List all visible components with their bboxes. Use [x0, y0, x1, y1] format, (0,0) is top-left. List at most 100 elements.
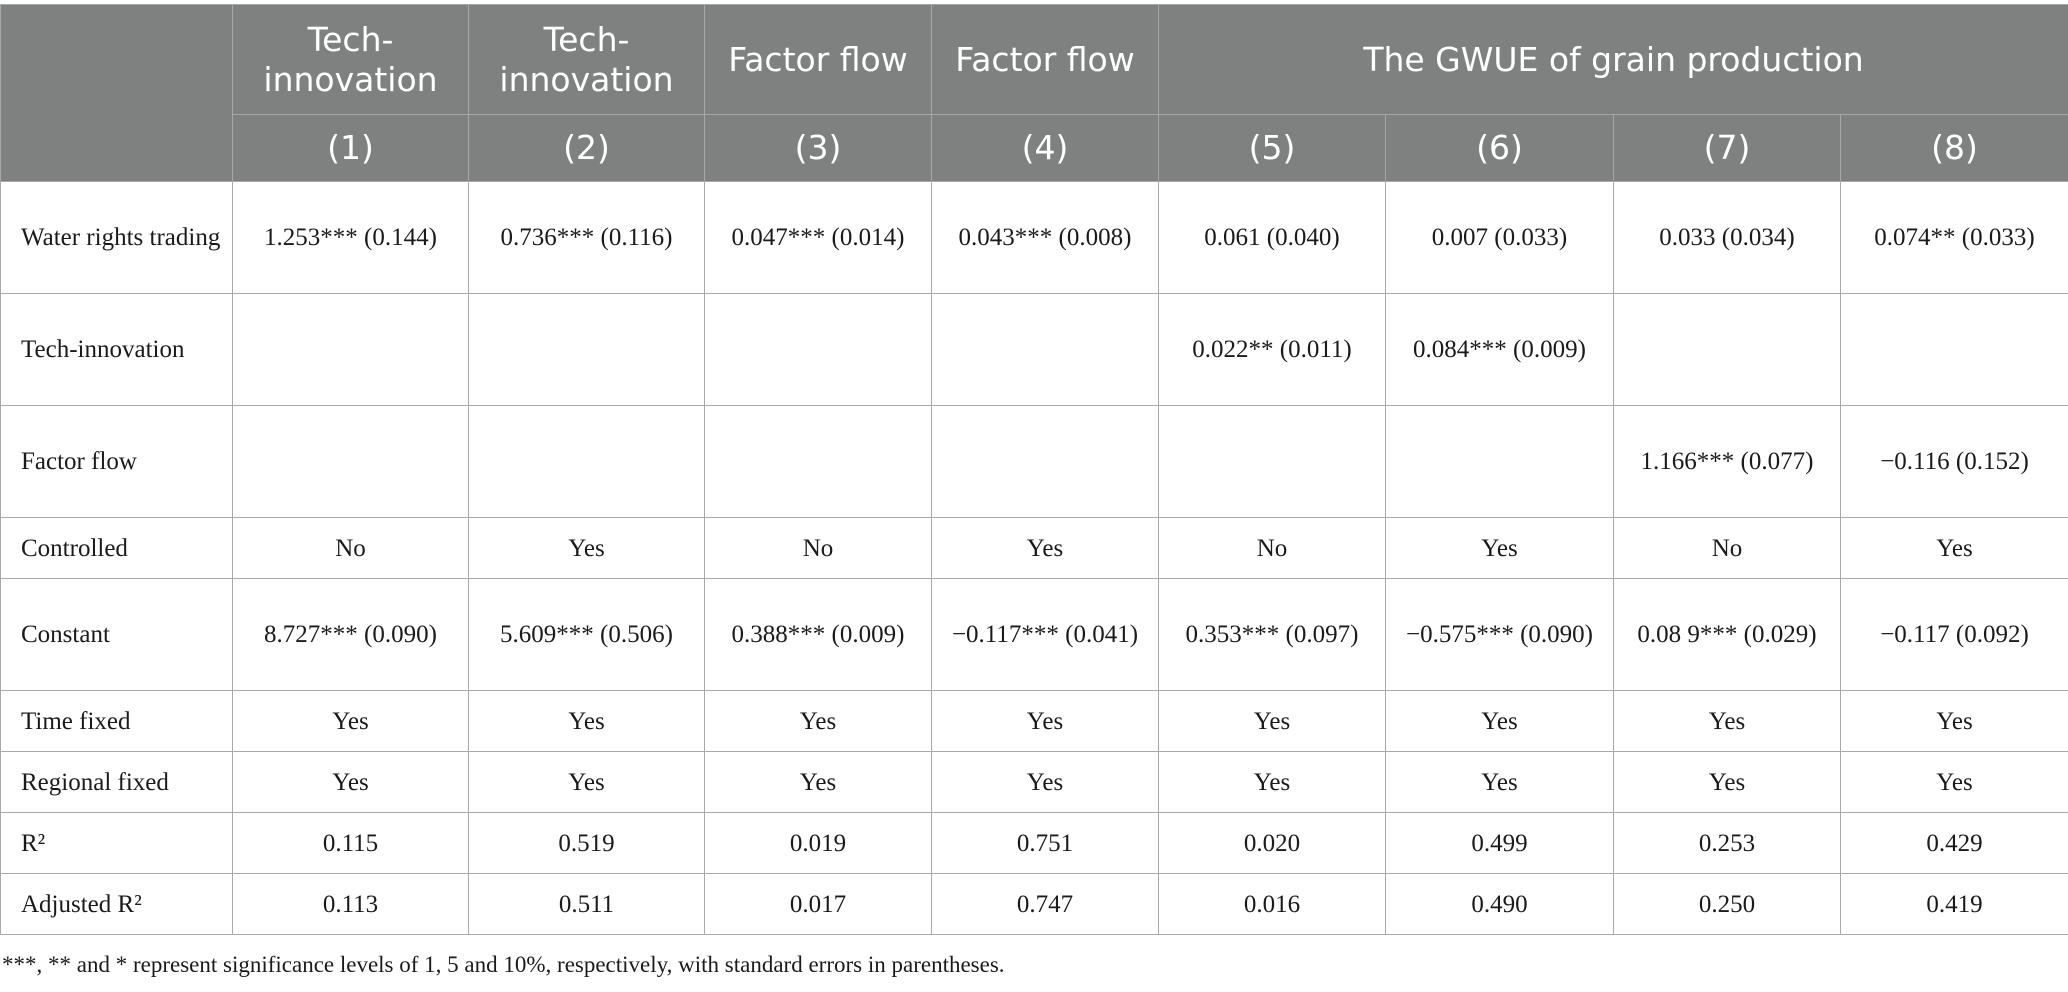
table-cell: Yes [1158, 690, 1386, 752]
table-cell: 0.115 [232, 812, 469, 874]
table-cell: Yes [931, 690, 1159, 752]
header-col-1: Tech-innovation [232, 4, 469, 115]
table-cell: 0.736*** (0.116) [468, 181, 705, 294]
header-group-gwue: The GWUE of grain production [1158, 4, 2068, 115]
header-col-4: Factor flow [931, 4, 1159, 115]
table-cell: 0.022** (0.011) [1158, 293, 1386, 406]
table-cell: Yes [704, 690, 932, 752]
table-cell: No [232, 517, 469, 579]
table-cell [1613, 293, 1841, 406]
header-col-3: Factor flow [704, 4, 932, 115]
table-cell: 1.166*** (0.077) [1613, 405, 1841, 518]
table-cell: Yes [931, 517, 1159, 579]
table-cell: No [1158, 517, 1386, 579]
table-cell: 0.084*** (0.009) [1385, 293, 1614, 406]
table-cell: 0.007 (0.033) [1385, 181, 1614, 294]
header-row-model-numbers: (1) (2) (3) (4) (5) (6) (7) (8) [1, 114, 2068, 182]
table-cell: −0.117*** (0.041) [931, 578, 1159, 691]
table-cell: 8.727*** (0.090) [232, 578, 469, 691]
model-number: (6) [1385, 114, 1614, 182]
table-cell: 0.429 [1840, 812, 2068, 874]
model-number: (1) [232, 114, 469, 182]
table-cell: −0.575*** (0.090) [1385, 578, 1614, 691]
table-cell [704, 405, 932, 518]
table-cell: Yes [468, 751, 705, 813]
table-cell: Yes [468, 517, 705, 579]
table-cell: 0.353*** (0.097) [1158, 578, 1386, 691]
table-cell [232, 405, 469, 518]
table-cell: 0.419 [1840, 873, 2068, 935]
table-cell: 5.609*** (0.506) [468, 578, 705, 691]
table-row-factor-flow: Factor flow 1.166*** (0.077) −0.116 (0.1… [0, 405, 2068, 518]
table-cell: 0.253 [1613, 812, 1841, 874]
table-cell: 0.511 [468, 873, 705, 935]
table-cell: Yes [1613, 751, 1841, 813]
row-label: Adjusted R² [0, 873, 233, 935]
table-row-time-fixed: Time fixed Yes Yes Yes Yes Yes Yes Yes Y… [0, 690, 2068, 752]
table-row-tech-innovation: Tech-innovation 0.022** (0.011) 0.084***… [0, 293, 2068, 406]
table-row-water-rights-trading: Water rights trading 1.253*** (0.144) 0.… [0, 181, 2068, 294]
table-cell: Yes [1840, 751, 2068, 813]
table-cell: Yes [1158, 751, 1386, 813]
table-cell: No [704, 517, 932, 579]
table-cell: 0.033 (0.034) [1613, 181, 1841, 294]
row-label: Regional fixed [0, 751, 233, 813]
table-cell: 0.043*** (0.008) [931, 181, 1159, 294]
table-cell: Yes [1385, 517, 1614, 579]
table-cell: No [1613, 517, 1841, 579]
table-cell: 0.388*** (0.009) [704, 578, 932, 691]
table-cell: Yes [704, 751, 932, 813]
table-cell: 0.250 [1613, 873, 1841, 935]
table-cell: 0.061 (0.040) [1158, 181, 1386, 294]
table-cell: 0.017 [704, 873, 932, 935]
table-cell: 0.490 [1385, 873, 1614, 935]
table-cell [931, 293, 1159, 406]
table-cell: 0.019 [704, 812, 932, 874]
table-cell: 0.08 9*** (0.029) [1613, 578, 1841, 691]
table-row-constant: Constant 8.727*** (0.090) 5.609*** (0.50… [0, 578, 2068, 691]
model-number: (7) [1613, 114, 1841, 182]
row-label: Time fixed [0, 690, 233, 752]
table-cell [232, 293, 469, 406]
row-label: R² [0, 812, 233, 874]
row-label: Water rights trading [0, 181, 233, 294]
table-cell [704, 293, 932, 406]
model-number: (2) [468, 114, 705, 182]
row-label: Tech-innovation [0, 293, 233, 406]
table-cell [468, 405, 705, 518]
table-cell: Yes [232, 690, 469, 752]
table-cell: 0.747 [931, 873, 1159, 935]
table-cell [1385, 405, 1614, 518]
table-cell: 0.499 [1385, 812, 1614, 874]
table-footnote: ***, ** and * represent significance lev… [2, 952, 1005, 977]
table-cell: Yes [1840, 690, 2068, 752]
table-cell: Yes [468, 690, 705, 752]
model-number: (3) [704, 114, 932, 182]
table-cell: Yes [232, 751, 469, 813]
header-col-2: Tech-innovation [468, 4, 705, 115]
regression-table: Tech-innovation Tech-innovation Factor f… [0, 4, 2068, 935]
table-cell: Yes [931, 751, 1159, 813]
table-cell [1840, 293, 2068, 406]
table-cell: 0.113 [232, 873, 469, 935]
table-row-regional-fixed: Regional fixed Yes Yes Yes Yes Yes Yes Y… [0, 751, 2068, 813]
row-label: Factor flow [0, 405, 233, 518]
table-cell: 0.047*** (0.014) [704, 181, 932, 294]
model-number: (5) [1158, 114, 1386, 182]
header-corner [0, 4, 233, 182]
table-row-adjusted-r-squared: Adjusted R² 0.113 0.511 0.017 0.747 0.01… [0, 873, 2068, 935]
row-label: Constant [0, 578, 233, 691]
table-cell: −0.116 (0.152) [1840, 405, 2068, 518]
table-cell: 0.016 [1158, 873, 1386, 935]
table-cell: Yes [1385, 690, 1614, 752]
table-row-controlled: Controlled No Yes No Yes No Yes No Yes [0, 517, 2068, 579]
table-cell: −0.117 (0.092) [1840, 578, 2068, 691]
model-number: (8) [1840, 114, 2068, 182]
table-cell: 0.074** (0.033) [1840, 181, 2068, 294]
model-number: (4) [931, 114, 1159, 182]
table-row-r-squared: R² 0.115 0.519 0.019 0.751 0.020 0.499 0… [0, 812, 2068, 874]
table-cell: Yes [1613, 690, 1841, 752]
table-cell: 1.253*** (0.144) [232, 181, 469, 294]
table-cell: 0.020 [1158, 812, 1386, 874]
table-cell [931, 405, 1159, 518]
